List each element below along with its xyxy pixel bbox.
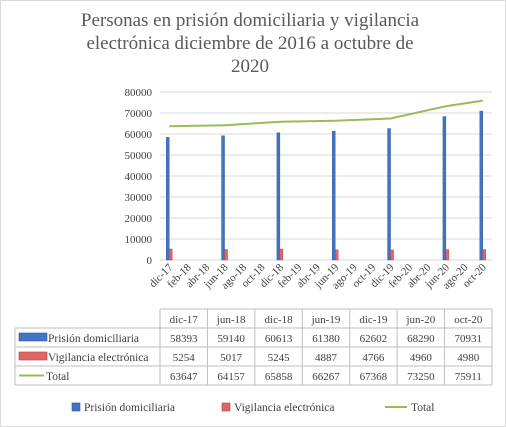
table-value-cell: 75911	[455, 371, 482, 383]
y-tick-label: 20000	[125, 213, 153, 225]
total-line-series	[169, 99, 483, 128]
table-header-cell: oct-20	[454, 314, 483, 326]
bar-vigilancia-electronica	[224, 249, 228, 261]
table-value-cell: 5254	[173, 352, 196, 364]
data-table: dic-17 jun-18 dic-18 jun-19 dic-19 jun-20 oct-…	[14, 308, 493, 386]
bar-prision-domiciliaria	[387, 128, 391, 261]
table-value-cell: 66267	[312, 371, 340, 383]
table-value-cell: 4766	[362, 352, 385, 364]
table-header-cell: dic-19	[359, 314, 388, 326]
y-tick-label: 10000	[125, 234, 153, 246]
table-value-cell: 4980	[457, 352, 480, 364]
bar-series	[166, 110, 486, 261]
legend: Prisión domiciliaria Vigilancia electróni…	[71, 402, 434, 414]
y-tick-label: 60000	[125, 129, 153, 141]
table-value-cell: 73250	[407, 371, 435, 383]
table-value-cell: 4960	[410, 352, 433, 364]
bar-prision-domiciliaria	[332, 130, 336, 261]
table-value-cell: 59140	[217, 333, 245, 345]
bar-vigilancia-electronica	[279, 248, 284, 261]
table-value-cell: 63647	[170, 371, 198, 383]
table-row-label: Prisión domiciliaria	[48, 333, 139, 345]
bar-prision-domiciliaria	[221, 135, 225, 261]
table-value-cell: 67368	[360, 371, 388, 383]
y-gridlines	[160, 91, 492, 261]
table-header-cell: jun-19	[311, 314, 341, 326]
y-tick-label: 70000	[125, 108, 153, 120]
table-header-cell: jun-18	[216, 314, 246, 326]
table-value-cell: 4887	[315, 352, 338, 364]
bar-prision-domiciliaria	[166, 137, 170, 261]
table-legend-key	[18, 332, 48, 342]
legend-key	[71, 402, 81, 412]
bar-prision-domiciliaria	[276, 132, 281, 261]
table-value-cell: 58393	[170, 333, 198, 345]
line-total	[169, 99, 483, 128]
y-tick-label: 80000	[125, 87, 153, 99]
bar-vigilancia-electronica	[335, 249, 339, 261]
x-axis-tick-labels: dic-17feb-18abr-18jun-18ago-18oct-18dic-…	[147, 261, 489, 291]
table-legend-key	[18, 351, 48, 361]
legend-label: Vigilancia electrónica	[234, 402, 335, 414]
bar-vigilancia-electronica	[445, 249, 450, 261]
table-value-cell: 5245	[268, 352, 291, 364]
table-header-cell: dic-17	[170, 314, 199, 326]
table-row-label: Total	[46, 371, 69, 383]
table-value-cell: 70931	[455, 333, 483, 345]
chart-title-line-2: electrónica diciembre de 2016 a octubre …	[86, 33, 414, 54]
legend-label: Prisión domiciliaria	[84, 402, 175, 414]
table-value-cell: 5017	[220, 352, 243, 364]
table-value-cell: 61380	[312, 333, 340, 345]
y-tick-label: 50000	[125, 150, 153, 162]
bar-vigilancia-electronica	[482, 249, 486, 261]
table-header-cell: dic-18	[265, 314, 294, 326]
bar-prision-domiciliaria	[442, 116, 447, 261]
table-value-cell: 68290	[407, 333, 435, 345]
table-header-cell: jun-20	[405, 314, 435, 326]
y-tick-label: 0	[147, 255, 153, 267]
table-value-cell: 60613	[265, 333, 293, 345]
table-value-cell: 64157	[217, 371, 245, 383]
legend-key	[221, 402, 231, 412]
y-tick-label: 40000	[125, 171, 153, 183]
legend-label: Total	[411, 402, 434, 414]
chart-title-line-1: Personas en prisión domiciliaria y vigil…	[80, 10, 420, 31]
y-axis-tick-labels: 0 10000 20000 30000 40000 50000 60000 70000 8000…	[125, 87, 153, 267]
bar-prision-domiciliaria	[479, 110, 483, 261]
bar-vigilancia-electronica	[390, 249, 394, 261]
table-value-cell: 62602	[360, 333, 388, 345]
table-row-label: Vigilancia electrónica	[48, 352, 149, 364]
y-tick-label: 30000	[125, 192, 153, 204]
table-value-cell: 65858	[265, 371, 293, 383]
bar-vigilancia-electronica	[169, 248, 173, 261]
chart-title-line-3: 2020	[231, 56, 269, 77]
